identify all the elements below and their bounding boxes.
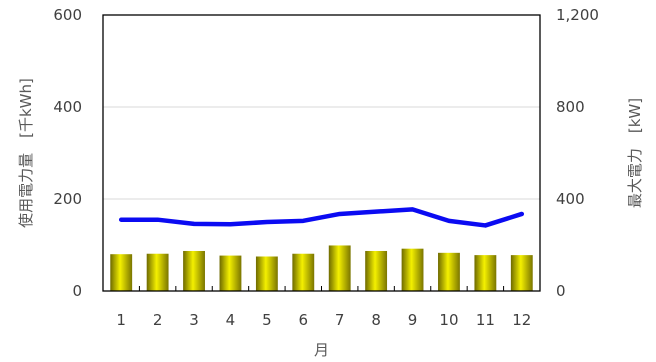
right-tick-label: 800: [556, 98, 585, 116]
x-axis-title: 月: [314, 341, 329, 359]
x-tick-label: 4: [226, 311, 236, 329]
left-tick-label: 600: [53, 6, 82, 24]
bar: [401, 248, 424, 291]
x-tick-label: 11: [476, 311, 495, 329]
bar: [292, 253, 315, 291]
gridlines: [103, 106, 540, 200]
right-tick-label: 1,200: [556, 6, 599, 24]
line-series-path: [118, 207, 525, 228]
x-tick-label: 10: [439, 311, 458, 329]
x-tick-label: 2: [153, 311, 163, 329]
bar: [365, 250, 388, 291]
line-series: [118, 207, 525, 228]
x-tick-label: 7: [335, 311, 345, 329]
left-tick-label: 200: [53, 190, 82, 208]
x-tick-label: 3: [189, 311, 199, 329]
x-tick-label: 5: [262, 311, 272, 329]
x-axis-ticks: [138, 286, 505, 291]
bar: [328, 245, 351, 291]
bar: [110, 254, 133, 291]
plot-area-frame: [102, 14, 541, 292]
right-axis-tick-labels: 0 400 800 1,200: [556, 6, 599, 300]
bar: [219, 255, 242, 291]
bar: [474, 255, 497, 291]
bar: [438, 252, 460, 291]
right-axis-title: 最大電力 [kW]: [626, 98, 644, 208]
x-tick-label: 8: [371, 311, 381, 329]
bar-series: [110, 245, 533, 291]
left-axis-tick-labels: 0 200 400 600: [53, 6, 82, 300]
x-axis-tick-labels: 1 2 3 4 5 6 7 8 9 10 11 12: [116, 311, 531, 329]
left-axis-title: 使用電力量 [千kWh]: [17, 78, 35, 228]
bar: [183, 250, 205, 291]
x-tick-label: 1: [116, 311, 126, 329]
bar: [510, 255, 533, 291]
left-tick-label: 400: [53, 98, 82, 116]
bar: [255, 256, 278, 291]
x-tick-label: 12: [512, 311, 531, 329]
x-tick-label: 9: [408, 311, 418, 329]
bar: [146, 253, 169, 291]
right-tick-label: 0: [556, 282, 566, 300]
right-tick-label: 400: [556, 190, 585, 208]
x-tick-label: 6: [299, 311, 309, 329]
left-tick-label: 0: [72, 282, 82, 300]
